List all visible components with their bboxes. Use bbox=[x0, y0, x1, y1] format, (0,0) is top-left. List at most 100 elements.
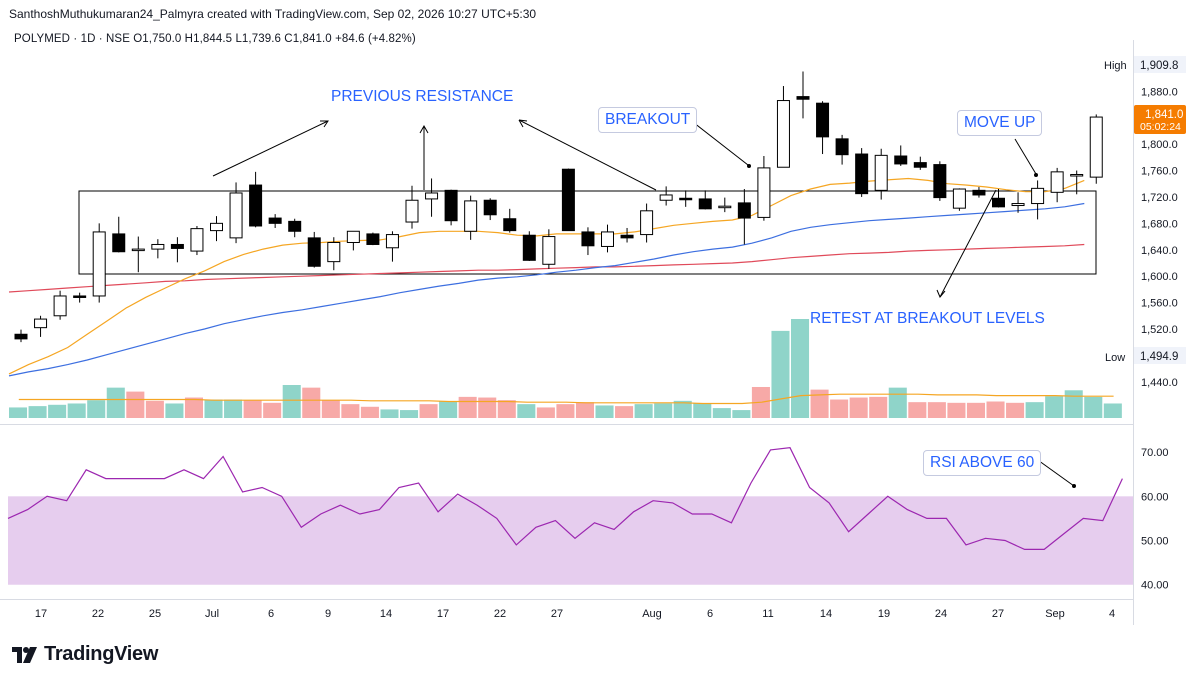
volume-bar bbox=[87, 400, 106, 418]
price-tick-label: 1,800.0 bbox=[1141, 139, 1178, 151]
volume-bar bbox=[28, 406, 47, 418]
candle-body bbox=[952, 188, 966, 209]
volume-ma-line bbox=[18, 393, 1114, 405]
tradingview-logo-icon bbox=[12, 646, 37, 663]
candle-body bbox=[483, 199, 497, 216]
candle bbox=[131, 236, 145, 273]
candle bbox=[190, 225, 204, 256]
volume-bar bbox=[615, 406, 634, 418]
candle-body bbox=[581, 231, 595, 247]
candle-body bbox=[816, 102, 830, 138]
candle bbox=[73, 292, 87, 303]
low-label: Low bbox=[1105, 352, 1125, 364]
time-tick-label: Sep bbox=[1045, 608, 1065, 620]
candle bbox=[307, 231, 321, 268]
candle-body bbox=[992, 197, 1005, 208]
volume-bar bbox=[263, 402, 282, 418]
annotation-rsi-above-60: RSI ABOVE 60 bbox=[923, 450, 1042, 476]
candle-body bbox=[268, 217, 282, 224]
candle bbox=[170, 237, 184, 263]
volume-bar bbox=[439, 401, 458, 418]
ma-slow-line bbox=[8, 243, 1085, 293]
volume-bar bbox=[556, 404, 575, 418]
volume-bar bbox=[791, 319, 810, 418]
candle-body bbox=[210, 222, 223, 232]
volume-bar bbox=[693, 403, 712, 418]
ma-fast-line bbox=[8, 177, 1085, 375]
volume-bar bbox=[849, 397, 868, 418]
volume-bar bbox=[458, 396, 477, 418]
candle bbox=[913, 156, 927, 170]
volume-bar bbox=[654, 403, 673, 418]
breakout-marker bbox=[747, 164, 751, 168]
tradingview-logo[interactable]: TradingView bbox=[12, 643, 158, 666]
volume-bar bbox=[966, 402, 985, 418]
candle-body bbox=[53, 295, 67, 317]
candle-body bbox=[503, 218, 517, 232]
volume-bar bbox=[732, 410, 751, 418]
volume-bar bbox=[419, 404, 438, 418]
volume-bar bbox=[224, 399, 243, 418]
candle bbox=[34, 315, 48, 337]
candle-body bbox=[327, 241, 341, 263]
candle-body bbox=[718, 205, 732, 209]
price-tick-label: 1,760.0 bbox=[1141, 166, 1178, 178]
candle-body bbox=[1089, 116, 1103, 178]
candle bbox=[444, 189, 458, 226]
volume-bar bbox=[575, 402, 594, 418]
candle bbox=[620, 227, 634, 243]
low-badge: Low 1,494.9 bbox=[1105, 347, 1186, 364]
candle bbox=[425, 178, 439, 217]
annotation-retest: RETEST AT BREAKOUT LEVELS bbox=[810, 310, 1045, 328]
candle-body bbox=[874, 154, 888, 191]
time-tick-label: 14 bbox=[380, 608, 392, 620]
candle bbox=[718, 197, 732, 213]
candle bbox=[737, 189, 751, 245]
volume-bar bbox=[673, 400, 692, 418]
time-tick-label: 19 bbox=[878, 608, 890, 620]
low-value: 1,494.9 bbox=[1140, 351, 1178, 363]
chart-credit: SanthoshMuthukumaran24_Palmyra created w… bbox=[9, 7, 537, 21]
last-price-badge: 1,841.0 05:02:24 bbox=[1134, 105, 1186, 134]
tradingview-wordmark: TradingView bbox=[44, 643, 159, 665]
candle bbox=[405, 185, 419, 229]
time-tick-label: 4 bbox=[1109, 608, 1115, 620]
volume-bar bbox=[243, 400, 262, 418]
volume-bar bbox=[771, 330, 790, 418]
ma-mid-line bbox=[8, 202, 1085, 377]
rsi-marker bbox=[1072, 484, 1076, 488]
candle-body bbox=[92, 231, 106, 297]
volume-bar bbox=[634, 404, 653, 418]
candle-body bbox=[1050, 171, 1064, 193]
time-tick-label: 25 bbox=[149, 608, 161, 620]
last-price-value: 1,841.0 bbox=[1145, 109, 1183, 121]
rsi-axis-ticks: 70.00 60.00 50.00 40.00 bbox=[1141, 447, 1169, 592]
volume-bar bbox=[9, 407, 28, 418]
volume-bar bbox=[595, 405, 614, 418]
candle bbox=[92, 223, 106, 303]
time-tick-label: 6 bbox=[707, 608, 713, 620]
candle bbox=[1070, 170, 1084, 195]
high-label: High bbox=[1104, 60, 1127, 72]
candle bbox=[249, 171, 263, 228]
volume-bar bbox=[888, 387, 907, 418]
annotation-arrows bbox=[212, 118, 1075, 487]
candle bbox=[210, 216, 223, 242]
candle-body bbox=[1070, 173, 1084, 177]
candle-body bbox=[405, 199, 419, 223]
volume-bar bbox=[478, 397, 497, 418]
time-tick-label: 6 bbox=[268, 608, 274, 620]
rsi-tick-label: 70.00 bbox=[1141, 447, 1169, 459]
candle bbox=[327, 237, 341, 271]
price-chart[interactable]: 1,920.01,880.01,840.01,800.01,760.01,720… bbox=[0, 0, 1200, 640]
resistance-zone-box[interactable] bbox=[78, 190, 1097, 275]
candle-body bbox=[561, 168, 575, 232]
candle-body bbox=[464, 200, 478, 232]
candles bbox=[14, 71, 1103, 343]
rsi-band bbox=[8, 496, 1133, 585]
candle-body bbox=[14, 333, 28, 340]
time-tick-label: 22 bbox=[494, 608, 506, 620]
price-tick-label: 1,640.0 bbox=[1141, 245, 1178, 257]
volume-pane bbox=[9, 319, 1122, 418]
candle bbox=[151, 239, 165, 259]
